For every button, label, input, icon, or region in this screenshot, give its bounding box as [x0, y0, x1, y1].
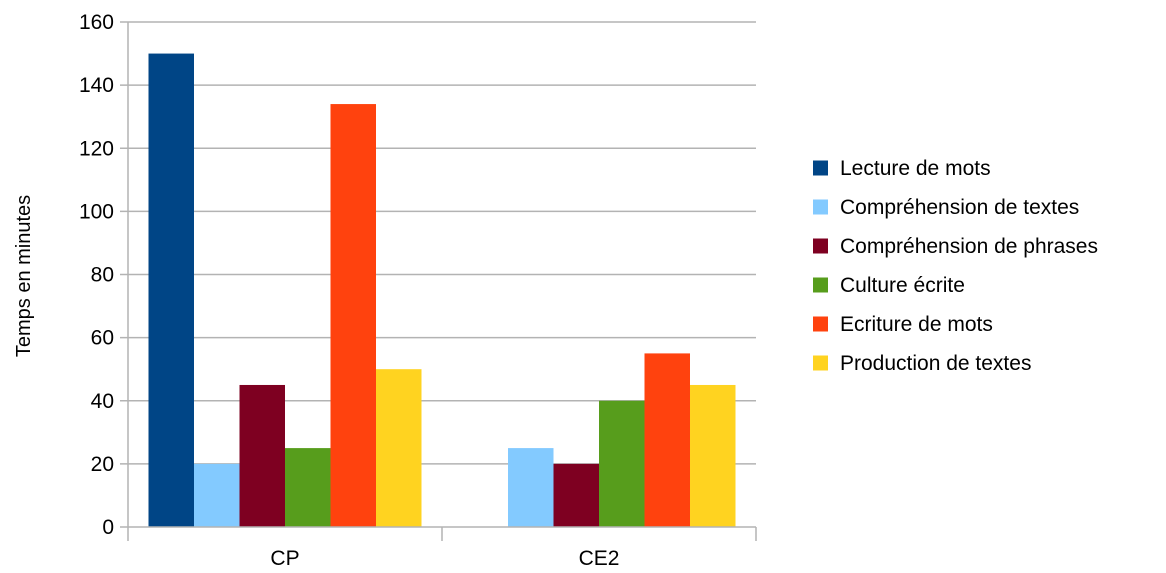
bar-cp-series-2 — [239, 384, 285, 527]
legend-label: Lecture de mots — [840, 157, 991, 180]
y-tick-label: 140 — [79, 74, 114, 97]
axes — [120, 21, 757, 541]
legend-label: Compréhension de phrases — [840, 235, 1098, 258]
y-tick-label: 80 — [91, 264, 114, 287]
legend-swatch — [813, 199, 828, 215]
bar-ce2-series-3 — [599, 400, 645, 527]
y-tick-label: 100 — [79, 200, 114, 223]
legend-label: Production de textes — [840, 352, 1031, 375]
y-tick-label: 60 — [91, 327, 114, 350]
legend-swatch — [813, 355, 828, 371]
bar-cp-series-3 — [285, 448, 331, 527]
legend-swatch — [813, 277, 828, 293]
bars — [148, 53, 736, 527]
legend-label: Culture écrite — [840, 274, 965, 297]
bar-cp-series-1 — [194, 463, 240, 527]
legend-swatch — [813, 160, 828, 176]
legend-swatch — [813, 316, 828, 332]
y-tick-label: 20 — [91, 453, 114, 476]
bar-cp-series-5 — [376, 369, 422, 527]
tick-labels: 0 20 40 60 80 100 120 140 160 CP CE2 — [79, 11, 619, 570]
y-tick-label: 40 — [91, 390, 114, 413]
legend-swatch — [813, 238, 828, 254]
bar-ce2-series-1 — [508, 448, 554, 527]
y-tick-label: 0 — [102, 516, 114, 539]
bar-cp-series-0 — [148, 53, 194, 527]
y-tick-label: 160 — [79, 11, 114, 34]
bar-cp-series-4 — [330, 104, 376, 527]
y-axis-title: Temps en minutes — [13, 195, 35, 357]
y-tick-label: 120 — [79, 137, 114, 160]
gridlines — [128, 21, 756, 465]
bar-ce2-series-2 — [553, 463, 599, 527]
bar-ce2-series-4 — [644, 353, 690, 527]
legend-label: Compréhension de textes — [840, 196, 1079, 219]
x-tick-label: CE2 — [579, 547, 620, 570]
legend-label: Ecriture de mots — [840, 313, 993, 336]
x-tick-label: CP — [270, 547, 299, 570]
bar-ce2-series-5 — [690, 384, 736, 527]
legend: Lecture de mots Compréhension de textes Co… — [813, 157, 1098, 375]
